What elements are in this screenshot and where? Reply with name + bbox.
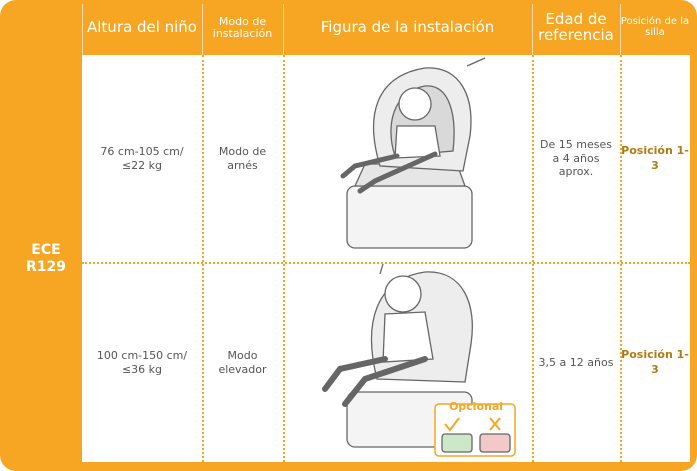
- column-divider: [283, 55, 285, 462]
- row-divider: [82, 262, 690, 264]
- column-divider: [620, 55, 622, 462]
- header-separator: [202, 4, 203, 55]
- mode-cell: Modo elevador: [218, 348, 267, 376]
- mode-cell: Modo de arnés: [218, 144, 267, 172]
- side-label: ECE R129: [25, 242, 66, 275]
- booster-seat-illustration: [322, 264, 516, 457]
- column-divider: [532, 55, 534, 462]
- header-cell: Posición de la silla: [620, 16, 690, 38]
- header-cell: Figura de la instalación: [320, 17, 495, 36]
- column-divider: [202, 55, 204, 462]
- position-cell: Posición 1-3: [621, 348, 689, 376]
- header-separator: [620, 4, 621, 55]
- header-cell: Modo de instalación: [212, 14, 273, 40]
- header-cell: Edad de referencia: [538, 9, 614, 44]
- height-cell: 76 cm-105 cm/ ≤22 kg: [100, 144, 184, 172]
- header-separator: [532, 4, 533, 55]
- optional-label: Opcional: [448, 399, 504, 413]
- header-separator: [82, 4, 83, 55]
- height-cell: 100 cm-150 cm/ ≤36 kg: [96, 348, 188, 376]
- header-cell: Altura del niño: [87, 17, 197, 36]
- harness-seat-illustration: [340, 57, 486, 249]
- age-cell: De 15 meses a 4 años aprox.: [540, 137, 612, 179]
- position-cell: Posición 1-3: [621, 144, 689, 172]
- header-separator: [283, 4, 284, 55]
- age-cell: 3,5 a 12 años: [538, 355, 614, 369]
